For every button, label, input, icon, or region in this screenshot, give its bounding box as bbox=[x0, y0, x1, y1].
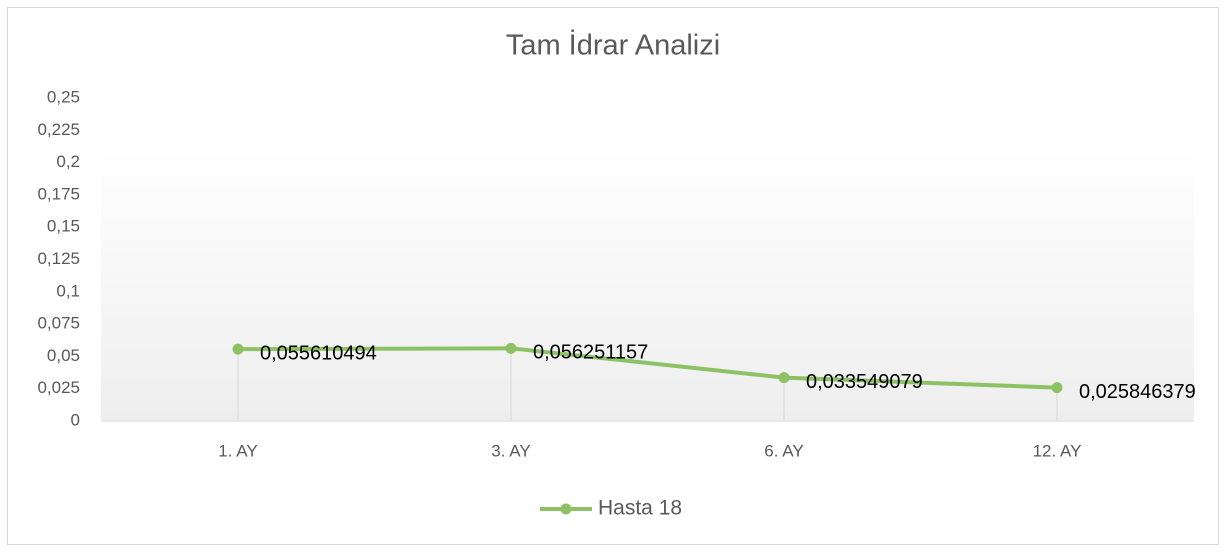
data-point bbox=[1051, 382, 1063, 394]
data-point bbox=[232, 343, 244, 355]
y-tick-label: 0,15 bbox=[47, 217, 80, 236]
data-point bbox=[505, 342, 517, 354]
plot-background bbox=[101, 150, 1194, 421]
x-tick-label: 6. AY bbox=[764, 441, 803, 460]
data-label: 0,056251157 bbox=[533, 342, 648, 364]
legend-label: Hasta 18 bbox=[598, 497, 682, 520]
data-point bbox=[778, 372, 790, 384]
y-tick-label: 0,05 bbox=[47, 346, 80, 365]
series-line bbox=[237, 346, 1058, 390]
y-tick-label: 0,1 bbox=[56, 281, 80, 300]
data-label: 0,055610494 bbox=[260, 342, 377, 364]
y-tick-label: 0,25 bbox=[47, 87, 80, 106]
chart-title: Tam İdrar Analizi bbox=[506, 29, 720, 62]
y-tick-label: 0,225 bbox=[37, 120, 80, 139]
x-tick-label: 1. AY bbox=[218, 441, 257, 460]
data-label: 0,033549079 bbox=[806, 371, 923, 393]
data-label: 0,025846379 bbox=[1079, 381, 1196, 403]
x-tick-label: 3. AY bbox=[491, 441, 530, 460]
x-tick-label: 12. AY bbox=[1033, 441, 1082, 460]
y-tick-label: 0,125 bbox=[37, 249, 80, 268]
y-tick-label: 0,025 bbox=[37, 378, 80, 397]
y-tick-label: 0 bbox=[71, 410, 80, 429]
legend-marker bbox=[560, 503, 572, 515]
y-tick-label: 0,2 bbox=[56, 152, 80, 171]
y-tick-label: 0,175 bbox=[37, 184, 80, 203]
y-tick-label: 0,075 bbox=[37, 314, 80, 333]
